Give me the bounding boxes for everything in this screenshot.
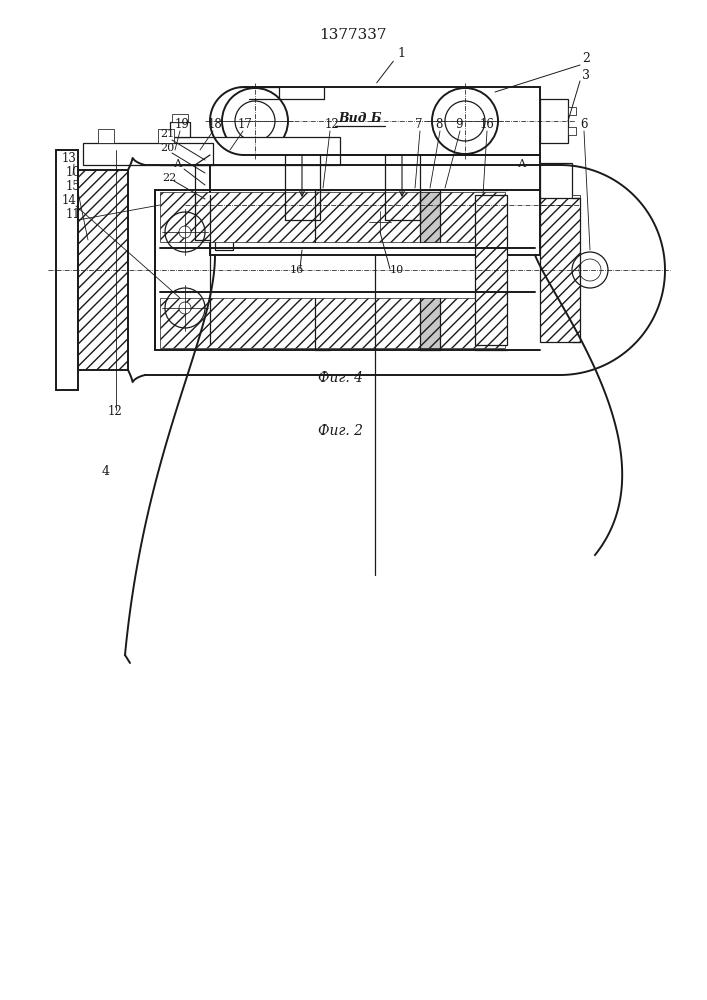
Text: 1: 1 [397,47,405,60]
Text: 9: 9 [455,118,462,131]
Text: А: А [518,159,527,169]
Bar [475,195,507,345]
Bar [572,195,580,205]
Text: 11: 11 [66,208,81,221]
Text: 3: 3 [582,69,590,82]
Text: 21: 21 [160,129,174,139]
Text: 12: 12 [108,405,123,418]
Bar [572,225,580,235]
Text: 6: 6 [580,118,588,131]
Bar [568,127,576,135]
Bar [160,298,505,348]
Bar [540,163,572,247]
Text: 13: 13 [62,152,77,165]
Text: 19: 19 [175,118,190,131]
Text: Фиг. 2: Фиг. 2 [317,424,363,438]
Bar [160,192,505,242]
Bar [420,298,440,348]
Circle shape [179,302,191,314]
Text: А: А [174,159,182,169]
Text: 17: 17 [238,118,253,131]
Bar [540,99,568,143]
Text: Вид Б: Вид Б [338,112,382,125]
Bar [210,155,540,255]
Bar [170,122,190,137]
Text: 1377337: 1377337 [320,28,387,42]
Text: 8: 8 [435,118,443,131]
Text: 22: 22 [162,173,176,183]
Text: 15: 15 [66,180,81,193]
Text: 14: 14 [62,194,77,207]
Text: 12: 12 [325,118,340,131]
Bar [158,129,174,143]
Bar [78,170,128,370]
Text: 16: 16 [480,118,495,131]
Bar [540,198,580,342]
Bar [215,225,233,250]
Text: 20: 20 [160,143,174,153]
Bar [420,192,440,242]
Text: 4: 4 [102,465,110,478]
Text: Фиг. 4: Фиг. 4 [317,371,363,385]
Bar [83,143,213,165]
Text: 18: 18 [208,118,223,131]
Circle shape [179,226,191,238]
Text: 2: 2 [582,52,590,65]
Text: 16: 16 [290,265,304,275]
Bar [160,137,340,165]
Text: 10: 10 [66,166,81,179]
Bar [56,150,78,390]
Bar [172,114,188,122]
Text: 10: 10 [390,265,404,275]
Text: 7: 7 [415,118,423,131]
Bar [568,107,576,115]
Bar [98,129,114,143]
